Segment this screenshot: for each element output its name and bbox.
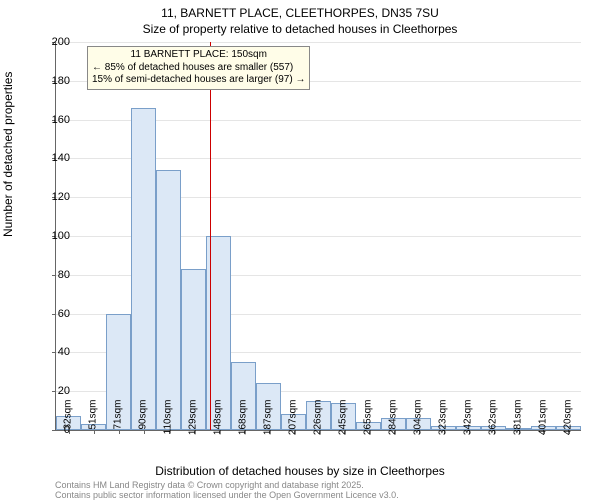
chart-plot-area <box>55 42 581 431</box>
callout-line-2: ← 85% of detached houses are smaller (55… <box>92 62 305 75</box>
xtick-label: 265sqm <box>362 400 373 450</box>
xtick-label: 401sqm <box>537 400 548 450</box>
xtick-label: 304sqm <box>412 400 423 450</box>
xtick-label: 362sqm <box>487 400 498 450</box>
footer-text-2: Contains public sector information licen… <box>55 490 399 500</box>
footer-text-1: Contains HM Land Registry data © Crown c… <box>55 480 364 490</box>
ytick-label: 80 <box>40 269 70 281</box>
ytick-label: 160 <box>40 114 70 126</box>
ytick-label: 200 <box>40 36 70 48</box>
callout-line-1: 11 BARNETT PLACE: 150sqm <box>92 49 305 62</box>
xtick-label: 420sqm <box>562 400 573 450</box>
bar <box>131 108 156 430</box>
ytick-label: 20 <box>40 385 70 397</box>
xtick-label: 226sqm <box>312 400 323 450</box>
x-axis-label: Distribution of detached houses by size … <box>0 464 600 478</box>
xtick-label: 32sqm <box>62 400 73 450</box>
bar <box>156 170 181 430</box>
xtick-label: 148sqm <box>212 400 223 450</box>
ytick-label: 180 <box>40 75 70 87</box>
callout-box: 11 BARNETT PLACE: 150sqm← 85% of detache… <box>87 46 310 90</box>
xtick-label: 51sqm <box>87 400 98 450</box>
chart-title-sub: Size of property relative to detached ho… <box>0 20 600 36</box>
xtick-label: 129sqm <box>187 400 198 450</box>
xtick-label: 342sqm <box>462 400 473 450</box>
xtick-label: 284sqm <box>387 400 398 450</box>
ytick-label: 100 <box>40 230 70 242</box>
xtick-label: 187sqm <box>262 400 273 450</box>
chart-title-main: 11, BARNETT PLACE, CLEETHORPES, DN35 7SU <box>0 0 600 20</box>
xtick-label: 110sqm <box>162 400 173 450</box>
ytick-label: 120 <box>40 191 70 203</box>
y-axis-label: Number of detached properties <box>1 72 15 237</box>
xtick-label: 207sqm <box>287 400 298 450</box>
ytick-label: 60 <box>40 308 70 320</box>
callout-line-3: 15% of semi-detached houses are larger (… <box>92 74 305 87</box>
xtick-label: 245sqm <box>337 400 348 450</box>
marker-line <box>210 42 211 430</box>
xtick-label: 381sqm <box>512 400 523 450</box>
xtick-label: 71sqm <box>112 400 123 450</box>
gridline <box>56 42 581 43</box>
xtick-label: 323sqm <box>437 400 448 450</box>
xtick-label: 168sqm <box>237 400 248 450</box>
ytick-label: 40 <box>40 346 70 358</box>
ytick-label: 140 <box>40 152 70 164</box>
xtick-label: 90sqm <box>137 400 148 450</box>
